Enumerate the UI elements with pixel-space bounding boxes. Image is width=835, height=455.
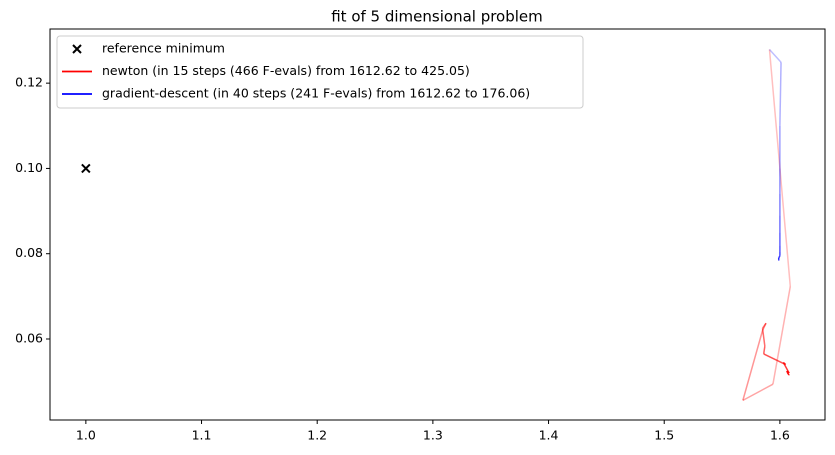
y-tick-label: 0.08: [15, 245, 43, 260]
path-segment: [762, 346, 766, 355]
x-tick-label: 1.1: [192, 428, 212, 443]
path-segment: [742, 383, 774, 402]
chart-title: fit of 5 dimensional problem: [331, 8, 543, 26]
x-tick-label: 1.0: [76, 428, 96, 443]
legend-marker: [72, 44, 82, 54]
x-tick-label: 1.3: [423, 428, 443, 443]
plot-frame: [49, 28, 826, 421]
path-segment: [742, 330, 764, 401]
reference-marker: [81, 163, 91, 174]
x-tick-label: 1.2: [307, 428, 327, 443]
path-segment: [761, 322, 767, 329]
path-segment: [787, 373, 790, 376]
legend-label: reference minimum: [102, 41, 225, 56]
y-tick-label: 0.10: [15, 160, 43, 175]
path-segment: [772, 286, 792, 385]
legend-label: newton (in 15 steps (466 F-evals) from 1…: [102, 63, 470, 78]
x-tick-label: 1.4: [539, 428, 559, 443]
x-tick-label: 1.6: [770, 428, 790, 443]
path-segment: [779, 62, 782, 126]
x-tick-label: 1.5: [654, 428, 674, 443]
path-segment: [763, 353, 786, 366]
legend-label: gradient-descent (in 40 steps (241 F-eva…: [102, 86, 530, 101]
path-segment: [768, 48, 782, 63]
path-segment: [786, 370, 789, 375]
legend-box: [56, 35, 584, 109]
path-segment: [778, 255, 781, 259]
y-tick-label: 0.12: [15, 75, 43, 90]
path-segment: [768, 49, 792, 287]
path-segment: [761, 328, 766, 347]
y-tick-label: 0.06: [15, 330, 43, 345]
